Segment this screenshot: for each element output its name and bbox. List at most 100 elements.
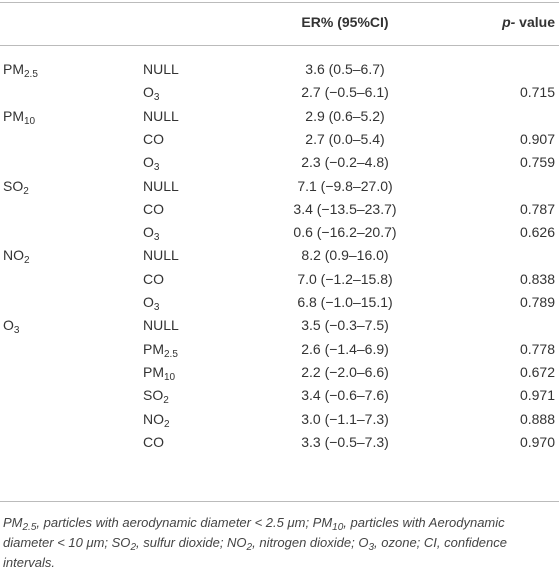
er-value: 3.3 (−0.5–7.3) bbox=[245, 431, 445, 454]
bottom-rule bbox=[0, 501, 559, 502]
cell-text: 2.3 (−0.2–4.8) bbox=[301, 154, 389, 171]
pollutant: SO2 bbox=[3, 175, 29, 198]
cell-text: PM bbox=[143, 340, 164, 357]
cell-text: NULL bbox=[143, 61, 179, 77]
cell-text: 0.789 bbox=[519, 294, 555, 310]
subscript: 3 bbox=[13, 325, 20, 337]
adjusted-for: O3 bbox=[143, 221, 159, 244]
adjusted-for: NO2 bbox=[143, 408, 170, 431]
cell-text: SO bbox=[3, 177, 24, 194]
top-rule bbox=[0, 2, 559, 3]
er-value: 3.0 (−1.1–7.3) bbox=[245, 408, 445, 431]
pollutant: O3 bbox=[3, 314, 19, 337]
er-value: 6.8 (−1.0–15.1) bbox=[245, 291, 445, 314]
cell-text: , particles with aerodynamic diameter < … bbox=[36, 515, 333, 530]
subscript: 3 bbox=[153, 162, 160, 174]
p-value: 0.838 bbox=[520, 268, 555, 291]
cell-text: NULL bbox=[143, 247, 179, 264]
cell-text: CO bbox=[143, 130, 164, 147]
cell-text: PM bbox=[3, 107, 24, 124]
er-value: 7.1 (−9.8–27.0) bbox=[245, 175, 445, 198]
cell-text: O bbox=[143, 224, 154, 241]
subscript: 2 bbox=[24, 255, 30, 267]
cell-text: 3.5 (−0.3–7.5) bbox=[301, 317, 389, 334]
subscript: 3 bbox=[153, 92, 160, 104]
pollutant: PM10 bbox=[3, 105, 35, 128]
adjusted-for: CO bbox=[143, 128, 164, 151]
adjusted-for: NULL bbox=[143, 58, 179, 81]
subscript: 2 bbox=[130, 542, 136, 553]
er-value: 3.4 (−13.5–23.7) bbox=[245, 198, 445, 221]
er-value: 2.6 (−1.4–6.9) bbox=[245, 338, 445, 361]
adjusted-for: NULL bbox=[143, 244, 179, 267]
p-value: 0.789 bbox=[520, 291, 555, 314]
cell-text: 0.672 bbox=[519, 363, 555, 380]
adjusted-for: PM10 bbox=[143, 361, 175, 384]
subscript: 2.5 bbox=[24, 69, 38, 80]
cell-text: 2.2 (−2.0–6.6) bbox=[301, 363, 389, 380]
subscript: 10 bbox=[164, 371, 176, 383]
cell-text: 0.838 bbox=[519, 270, 555, 287]
cell-text: 0.907 bbox=[519, 130, 555, 147]
cell-text: 2.7 (0.0–5.4) bbox=[305, 130, 385, 147]
cell-text: 3.4 (−0.6–7.6) bbox=[301, 387, 389, 404]
adjusted-for: PM2.5 bbox=[143, 338, 178, 361]
cell-text: , particles with Aerodynamic diameter < … bbox=[3, 515, 505, 550]
cell-text: PM bbox=[3, 61, 24, 77]
cell-text: , nitrogen dioxide; O bbox=[252, 535, 369, 550]
cell-text: 0.970 bbox=[519, 433, 555, 450]
header-rule bbox=[0, 45, 559, 46]
p-value: 0.888 bbox=[520, 408, 555, 431]
er-value: 0.6 (−16.2–20.7) bbox=[245, 221, 445, 244]
cell-text: 2.7 (−0.5–6.1) bbox=[301, 84, 389, 101]
cell-text: CO bbox=[143, 270, 164, 287]
cell-text: O bbox=[143, 154, 154, 171]
er-value: 3.6 (0.5–6.7) bbox=[245, 58, 445, 81]
cell-text: O bbox=[143, 84, 154, 101]
adjusted-for: NULL bbox=[143, 314, 179, 337]
cell-text: NO bbox=[143, 410, 164, 427]
cell-text: 0.778 bbox=[519, 340, 555, 357]
cell-text: value bbox=[515, 14, 555, 30]
subscript: 3 bbox=[153, 232, 160, 244]
p-value: 0.971 bbox=[520, 384, 555, 407]
cell-text: , sulfur dioxide; NO bbox=[136, 535, 247, 550]
cell-text: NULL bbox=[143, 177, 179, 194]
cell-text: 8.2 (0.9–16.0) bbox=[301, 247, 389, 264]
er-value: 2.2 (−2.0–6.6) bbox=[245, 361, 445, 384]
adjusted-for: CO bbox=[143, 431, 164, 454]
er-value: 7.0 (−1.2–15.8) bbox=[245, 268, 445, 291]
adjusted-for: CO bbox=[143, 198, 164, 221]
p-value: 0.626 bbox=[520, 221, 555, 244]
cell-text: 6.8 (−1.0–15.1) bbox=[297, 294, 393, 310]
adjusted-for: SO2 bbox=[143, 384, 169, 407]
cell-text: PM bbox=[143, 363, 164, 380]
cell-text: SO bbox=[143, 387, 164, 404]
cell-text: 0.715 bbox=[519, 84, 555, 101]
cell-text: , ozone; CI, confidence intervals. bbox=[3, 535, 508, 570]
header-er: ER% (95%CI) bbox=[245, 11, 445, 34]
cell-text: 7.0 (−1.2–15.8) bbox=[297, 270, 393, 287]
cell-text: 0.971 bbox=[519, 387, 555, 404]
cell-text: 2.6 (−1.4–6.9) bbox=[301, 340, 389, 357]
cell-text: NULL bbox=[143, 317, 179, 334]
cell-text: 0.6 (−16.2–20.7) bbox=[293, 224, 397, 241]
footnote: PM2.5, particles with aerodynamic diamet… bbox=[3, 513, 555, 573]
cell-text: NO bbox=[3, 247, 24, 264]
adjusted-for: O3 bbox=[143, 291, 159, 314]
subscript: 3 bbox=[368, 542, 375, 553]
cell-text: 0.787 bbox=[519, 200, 555, 217]
subscript: 3 bbox=[153, 302, 160, 313]
cell-text: CO bbox=[143, 433, 164, 450]
cell-text: O bbox=[143, 294, 154, 310]
er-value: 3.5 (−0.3–7.5) bbox=[245, 314, 445, 337]
er-value: 8.2 (0.9–16.0) bbox=[245, 244, 445, 267]
subscript: 2 bbox=[246, 542, 253, 553]
er-value: 2.7 (0.0–5.4) bbox=[245, 128, 445, 151]
er-value: 2.7 (−0.5–6.1) bbox=[245, 81, 445, 104]
cell-text: 7.1 (−9.8–27.0) bbox=[297, 177, 393, 194]
p-value: 0.970 bbox=[520, 431, 555, 454]
cell-text: 3.6 (0.5–6.7) bbox=[305, 61, 385, 77]
adjusted-for: NULL bbox=[143, 105, 179, 128]
subscript: 10 bbox=[332, 522, 344, 533]
